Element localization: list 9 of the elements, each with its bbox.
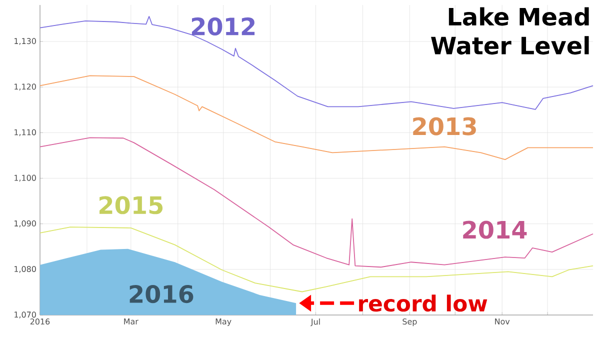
annotation: record low [359,294,488,312]
text: Lake Mead Water Level [431,7,589,55]
series-label: 2012 [192,17,255,36]
series-label: 2015 [100,196,163,214]
series-label: 2014 [463,220,527,239]
series-label: 2013 [413,117,476,136]
line-series [40,75,594,160]
series-label: 2016 [130,284,194,304]
line-series [40,137,594,268]
